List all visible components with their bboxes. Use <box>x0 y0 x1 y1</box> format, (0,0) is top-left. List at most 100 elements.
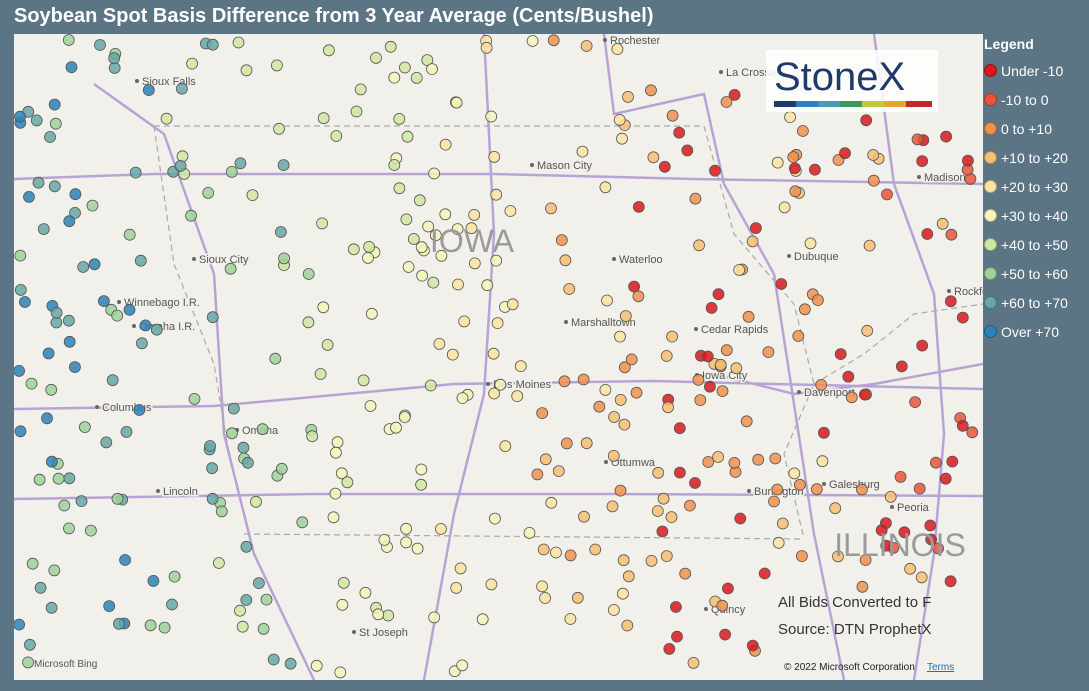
bid-point <box>571 591 584 604</box>
bid-point <box>123 303 136 316</box>
bid-point <box>407 233 420 245</box>
bid-point <box>746 235 759 248</box>
bid-point <box>401 130 414 143</box>
bid-point <box>645 555 658 567</box>
bid-point <box>618 418 631 431</box>
bid-point <box>784 111 796 123</box>
bid-point <box>771 156 784 169</box>
city-label: Lincoln <box>163 486 198 498</box>
bid-point <box>712 451 724 463</box>
bid-point <box>413 194 426 207</box>
bid-point <box>306 430 319 443</box>
bid-point <box>924 519 937 532</box>
bid-point <box>215 505 228 518</box>
bid-point <box>939 472 952 485</box>
bid-point <box>400 213 413 226</box>
bid-point <box>564 613 577 625</box>
bid-point <box>168 570 181 583</box>
bid-point <box>106 374 119 387</box>
note: Source: DTN ProphetX <box>778 621 931 638</box>
bid-point <box>536 407 549 420</box>
bid-point <box>946 455 959 468</box>
city-label: La Crosse <box>726 67 776 79</box>
bid-point <box>694 394 707 407</box>
bid-point <box>270 59 283 72</box>
bid-point <box>240 540 253 553</box>
bid-point <box>657 492 670 505</box>
bid-point <box>234 157 247 170</box>
bid-point <box>335 467 348 480</box>
legend-label: +40 to +50 <box>1001 236 1068 253</box>
bid-point <box>930 456 942 469</box>
bid-point <box>52 472 65 485</box>
bid-point <box>956 311 969 324</box>
bid-point <box>382 609 395 622</box>
legend-swatch <box>984 267 997 280</box>
bid-point <box>632 200 645 213</box>
bid-point <box>227 402 240 415</box>
bid-point <box>769 452 782 465</box>
bid-point <box>415 478 428 491</box>
bid-point <box>599 181 612 194</box>
bid-point <box>632 290 645 303</box>
bid-point <box>966 426 979 439</box>
bid-point <box>559 254 572 267</box>
bid-point <box>147 575 160 587</box>
bid-point <box>709 164 721 177</box>
bid-point <box>752 453 765 466</box>
bid-point <box>45 383 58 396</box>
bid-point <box>426 63 438 75</box>
bid-point <box>894 470 907 483</box>
bid-point <box>206 492 219 505</box>
city-label: Cedar Rapids <box>701 324 769 336</box>
bid-point <box>331 436 344 449</box>
bid-point <box>689 477 701 489</box>
bid-point <box>771 483 784 496</box>
bid-point <box>23 638 36 651</box>
bid-point <box>880 539 893 552</box>
bid-point <box>687 657 700 669</box>
bid-point <box>45 601 58 614</box>
legend-swatch <box>984 238 997 251</box>
bid-point <box>606 500 619 513</box>
legend-item: 0 to +10 <box>984 114 1089 143</box>
bid-point <box>904 562 916 575</box>
bid-point <box>250 495 262 508</box>
bid-point <box>788 467 801 480</box>
bid-point <box>365 307 378 320</box>
bid-point <box>158 621 171 634</box>
bid-point <box>504 205 517 217</box>
city-label: Galesburg <box>829 479 880 491</box>
bid-point <box>701 350 714 363</box>
bid-point <box>614 393 627 406</box>
bid-point <box>63 335 76 348</box>
bid-point <box>384 40 397 53</box>
bid-point <box>277 159 290 172</box>
bid-point <box>234 604 246 617</box>
bid-point <box>32 176 45 189</box>
bid-point <box>267 653 280 666</box>
bid-point <box>123 228 136 241</box>
bid-point <box>69 188 82 201</box>
bid-point <box>120 425 133 438</box>
bid-point <box>139 319 152 332</box>
bid-point <box>580 437 593 450</box>
bid-point <box>839 147 851 160</box>
bid-point <box>613 114 626 126</box>
bid-point <box>410 72 423 84</box>
bid-point <box>422 220 435 233</box>
terms-link[interactable]: Terms <box>927 662 954 673</box>
bid-point <box>63 215 76 228</box>
bid-point <box>601 294 613 307</box>
bid-point <box>663 643 676 655</box>
bid-point <box>34 581 47 594</box>
bid-point <box>134 254 147 267</box>
legend-swatch <box>984 151 997 164</box>
bid-point <box>740 415 753 428</box>
bid-point <box>944 295 957 308</box>
bid-point <box>558 375 571 388</box>
bid-point <box>622 570 635 583</box>
city-marker <box>530 163 534 167</box>
logo-text: StoneX <box>774 55 905 99</box>
